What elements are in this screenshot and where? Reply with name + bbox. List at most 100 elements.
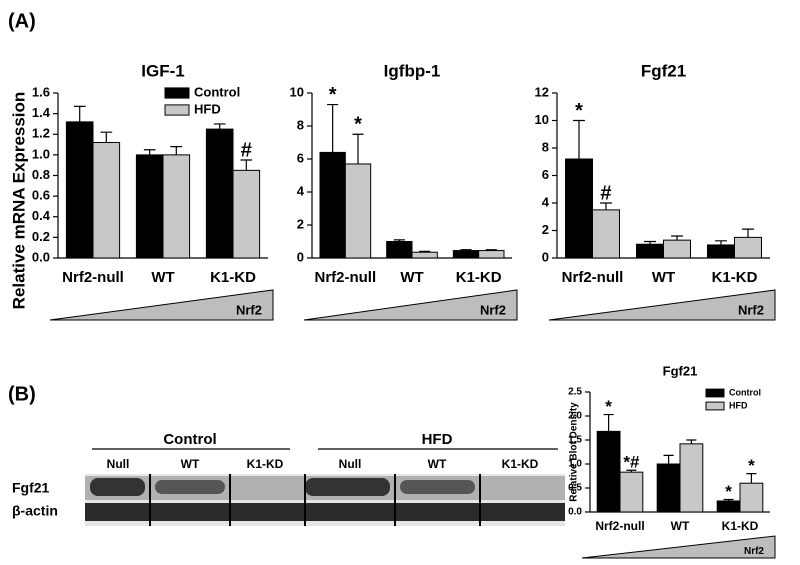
bar	[619, 471, 644, 513]
legend-swatch	[164, 104, 190, 116]
error-bar	[100, 131, 113, 143]
chart-title: Fgf21	[663, 363, 698, 378]
error-bar	[603, 413, 614, 432]
x-tick-label: K1-KD	[722, 519, 759, 533]
error-bar	[419, 250, 431, 253]
legend-swatch	[705, 401, 725, 411]
error-bar	[644, 240, 656, 245]
panel-label: (B)	[8, 383, 36, 405]
y-tick-label: 2	[542, 222, 549, 237]
y-tick-label: 10	[290, 84, 304, 99]
y-tick-label: 0.8	[32, 167, 50, 182]
nrf2-wedge	[303, 289, 518, 321]
legend-label: Control	[194, 84, 240, 99]
chart: IGF-1 Relative mRNA Expression 0.0 0.2 0.4 0.…	[9, 61, 274, 321]
chart: Fgf21 Relative Blot Density 0.0 0.5 1.0 1.5 2.…	[568, 363, 776, 559]
blot-lane: Null	[339, 457, 362, 471]
y-tick-label: 1.0	[32, 146, 50, 161]
error-bar	[213, 123, 226, 130]
blot-group: Control	[163, 431, 216, 448]
bar	[679, 443, 704, 513]
wedge-label: Nrf2	[744, 546, 764, 557]
chart-title: Fgf21	[641, 61, 686, 80]
x-tick-label: Nrf2-null	[314, 269, 376, 286]
legend-label: HFD	[194, 101, 221, 116]
chart-title: IGF-1	[141, 61, 184, 80]
error-bar	[671, 235, 683, 241]
error-bar	[485, 249, 497, 251]
bar	[716, 500, 741, 513]
annotation: *	[748, 456, 755, 475]
x-tick-label: Nrf2-null	[562, 269, 624, 286]
error-bar	[686, 439, 697, 444]
x-tick-label: WT	[671, 519, 690, 533]
band	[155, 480, 225, 494]
actin-band-row	[85, 503, 565, 521]
panel-label: (A)	[8, 10, 36, 32]
legend-label: Control	[729, 387, 761, 397]
legend-swatch	[705, 388, 725, 398]
annotation: *	[725, 482, 732, 501]
chart: Igfbp-1 0 2 4 6 8 10 Nrf2-null * * WT K1-KD Nrf2	[290, 61, 518, 321]
annotation: *	[575, 100, 583, 122]
error-bar	[352, 133, 364, 164]
y-tick-label: 2.0	[568, 411, 582, 422]
annotation: *	[354, 114, 362, 136]
y-tick-label: 0	[297, 249, 304, 264]
bar	[707, 244, 736, 259]
y-tick-label: 6	[542, 167, 549, 182]
y-tick-label: 4	[297, 183, 305, 198]
error-bar	[715, 240, 727, 245]
bar	[319, 151, 346, 259]
y-tick-label: 0.0	[568, 507, 582, 518]
blot-lane: Null	[107, 457, 130, 471]
bar	[663, 239, 691, 259]
error-bar	[393, 239, 405, 242]
x-tick-label: K1-KD	[456, 269, 502, 286]
x-tick-label: K1-KD	[712, 269, 758, 286]
error-bar	[460, 249, 472, 251]
western-blot: Control HFD Null WT K1-KD Null WT K1-KD …	[12, 431, 565, 526]
y-tick-label: 12	[535, 84, 549, 99]
band	[305, 478, 390, 496]
y-tick-label: 0	[542, 249, 549, 264]
annotation: *	[605, 397, 612, 416]
error-bar	[327, 103, 339, 153]
error-bar	[170, 146, 183, 155]
y-tick-label: 1.0	[568, 459, 582, 470]
error-bar	[143, 149, 156, 155]
x-tick-label: WT	[151, 269, 174, 286]
y-tick-label: 2	[297, 216, 304, 231]
x-tick-label: Nrf2-null	[62, 269, 124, 286]
bar	[739, 482, 764, 513]
bar	[386, 241, 413, 259]
blot-lane: K1-KD	[502, 457, 539, 471]
annotation: *	[329, 84, 337, 106]
y-tick-label: 8	[542, 139, 549, 154]
x-tick-label: WT	[400, 269, 423, 286]
wedge-label: Nrf2	[236, 302, 262, 317]
bar	[232, 169, 261, 259]
annotation: *#	[623, 453, 640, 472]
bar	[596, 430, 621, 513]
bar	[452, 250, 480, 259]
y-tick-label: 2.5	[568, 387, 582, 398]
bar	[565, 158, 594, 259]
chart: Fgf21 0 2 4 6 8 10 12 Nrf2-null * # WT K1-KD Nrf2	[535, 61, 776, 321]
bar	[205, 128, 234, 259]
bar	[592, 209, 620, 259]
y-tick-label: 0.6	[32, 188, 50, 203]
bar	[411, 251, 438, 259]
y-tick-label: 0.5	[568, 483, 582, 494]
error-bar	[626, 469, 637, 473]
wedge-label: Nrf2	[480, 302, 506, 317]
y-tick-label: 0.0	[32, 249, 50, 264]
bar	[92, 142, 121, 259]
wedge-label: Nrf2	[738, 302, 764, 317]
error-bar	[663, 454, 674, 464]
blot-row-label: Fgf21	[12, 480, 50, 496]
blot-group: HFD	[422, 431, 453, 448]
blot-lane: K1-KD	[247, 457, 284, 471]
nrf2-wedge	[581, 535, 776, 559]
